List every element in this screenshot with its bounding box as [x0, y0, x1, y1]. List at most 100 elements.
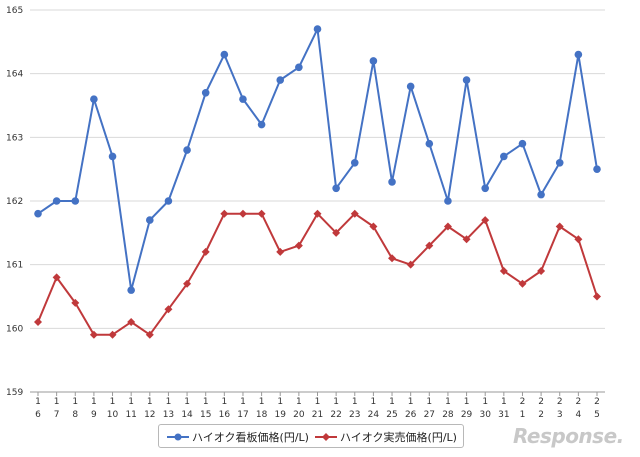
data-point-series-1	[52, 273, 61, 282]
data-point-series-0	[350, 159, 359, 167]
x-tick-label-day: 17	[237, 410, 248, 420]
data-point-series-0	[146, 216, 154, 224]
x-tick-label-month: 1	[482, 397, 488, 407]
x-tick-label-month: 1	[110, 397, 116, 407]
x-tick-label-day: 28	[442, 410, 454, 420]
data-point-series-0	[369, 57, 378, 65]
x-tick-label-day: 21	[312, 410, 323, 420]
data-point-series-0	[574, 50, 583, 59]
data-point-series-0	[518, 139, 527, 148]
x-tick-label-month: 1	[147, 397, 153, 407]
series-points	[34, 25, 601, 339]
x-tick-label-month: 1	[72, 397, 78, 407]
x-tick-label-month: 1	[464, 397, 470, 407]
data-point-series-0	[276, 76, 285, 84]
data-point-series-0	[239, 95, 247, 103]
x-tick-label-month: 1	[315, 397, 321, 407]
legend-item-signboard-price: ハイオク看板価格(円/L)	[167, 429, 309, 445]
data-point-series-0	[332, 184, 340, 193]
data-point-series-1	[332, 228, 341, 237]
x-tick-label-month: 1	[277, 397, 283, 407]
x-tick-label-month: 2	[575, 397, 581, 407]
data-point-series-1	[369, 222, 378, 231]
data-point-series-0	[34, 209, 42, 218]
x-tick-label-month: 1	[445, 397, 451, 407]
x-tick-label-month: 1	[296, 397, 302, 407]
data-point-series-0	[257, 120, 266, 129]
x-tick-label-day: 20	[293, 410, 305, 420]
legend-circle-marker-icon	[167, 433, 189, 441]
x-tick-label-month: 1	[166, 397, 172, 407]
data-point-series-0	[127, 286, 135, 294]
x-tick-label-month: 1	[408, 397, 414, 407]
x-tick-label-day: 3	[557, 410, 563, 420]
x-tick-label-month: 1	[128, 397, 134, 407]
data-point-series-1	[276, 247, 285, 256]
data-point-series-0	[537, 190, 545, 199]
legend-item-actual-price: ハイオク実売価格(円/L)	[315, 429, 457, 445]
data-point-series-1	[406, 260, 415, 269]
data-point-series-0	[164, 197, 173, 205]
x-tick-label-day: 6	[35, 410, 41, 420]
data-point-series-1	[164, 305, 173, 314]
x-tick-label-day: 12	[144, 410, 155, 420]
watermark-logo: Response.	[513, 424, 624, 448]
data-point-series-0	[593, 165, 601, 173]
legend-diamond-marker-icon	[315, 433, 337, 441]
x-tick-label-day: 11	[125, 410, 136, 420]
x-tick-label-day: 7	[54, 410, 60, 420]
data-point-series-1	[238, 209, 247, 218]
x-tick-label-month: 2	[520, 397, 526, 407]
data-point-series-1	[443, 222, 452, 231]
data-point-series-0	[388, 178, 396, 186]
data-point-series-1	[201, 247, 210, 256]
data-point-series-1	[481, 216, 490, 225]
data-point-series-0	[406, 82, 415, 91]
y-tick-labels: 159 160 161 162 163 164 165	[6, 6, 23, 398]
x-tick-label-month: 1	[203, 397, 209, 407]
data-point-series-0	[425, 139, 434, 148]
data-point-series-1	[89, 330, 98, 339]
data-point-series-0	[201, 88, 210, 97]
data-point-series-0	[90, 95, 98, 103]
x-tick-label-day: 27	[424, 410, 435, 420]
x-tick-label-month: 1	[389, 397, 395, 407]
x-tick-label-day: 10	[107, 410, 119, 420]
x-tick-label-day: 19	[275, 410, 287, 420]
data-point-series-1	[350, 209, 359, 218]
y-tick-label-159: 159	[6, 388, 23, 398]
data-point-series-0	[183, 146, 191, 154]
data-point-series-0	[108, 152, 117, 161]
data-point-series-0	[462, 76, 471, 84]
series-line-1	[37, 212, 598, 336]
data-point-series-1	[294, 241, 303, 250]
y-tick-label-164: 164	[6, 70, 23, 80]
x-tick-label-month: 2	[557, 397, 563, 407]
data-point-series-1	[34, 317, 42, 326]
x-tick-label-month: 2	[594, 397, 600, 407]
x-tick-label-month: 1	[352, 397, 358, 407]
x-tick-label-day: 30	[479, 410, 491, 420]
x-tick-label-day: 15	[200, 410, 211, 420]
x-tick-label-month: 1	[184, 397, 190, 407]
x-tick-label-month: 1	[35, 397, 41, 407]
grid-lines	[30, 9, 605, 329]
x-tick-label-day: 23	[349, 410, 360, 420]
data-point-series-0	[555, 159, 564, 167]
data-point-series-0	[295, 63, 303, 72]
data-point-series-0	[52, 197, 61, 205]
data-point-series-1	[183, 279, 192, 288]
x-tick-label-day: 4	[575, 410, 581, 420]
x-tick-label-day: 16	[219, 410, 231, 420]
axes	[30, 391, 605, 396]
x-tick-label-month: 1	[221, 397, 227, 407]
legend-label-actual-price: ハイオク実売価格(円/L)	[340, 431, 457, 444]
y-tick-label-165: 165	[6, 6, 23, 16]
data-point-series-0	[71, 197, 80, 205]
data-point-series-1	[145, 330, 154, 339]
data-point-series-1	[537, 267, 546, 276]
x-tick-label-day: 9	[91, 410, 97, 420]
x-tick-label-month: 1	[501, 397, 507, 407]
data-point-series-1	[555, 222, 564, 231]
